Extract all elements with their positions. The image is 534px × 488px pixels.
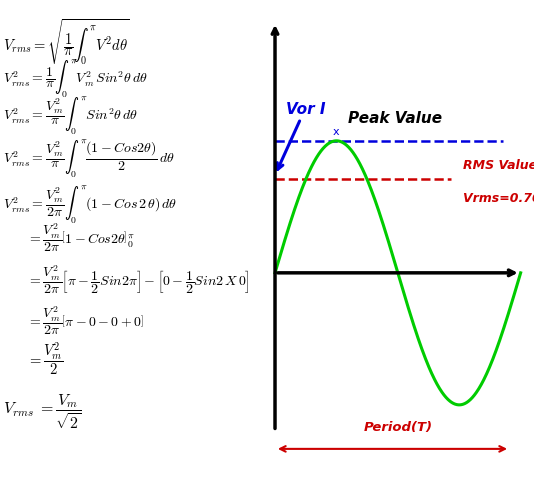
- Text: Vor I: Vor I: [277, 102, 325, 170]
- Text: $= \dfrac{V_m^2}{2}$: $= \dfrac{V_m^2}{2}$: [27, 340, 64, 377]
- Text: $V_{rms}^2 = \dfrac{V_m^2}{\pi}\int_0^{\pi} Sin^2\theta\, d\theta$: $V_{rms}^2 = \dfrac{V_m^2}{\pi}\int_0^{\…: [3, 95, 138, 137]
- Text: RMS Value: RMS Value: [464, 159, 534, 171]
- Text: $V_{rms}\; = \dfrac{V_m}{\sqrt{2}}$: $V_{rms}\; = \dfrac{V_m}{\sqrt{2}}$: [3, 391, 81, 430]
- Text: $= \dfrac{V_m^2}{2\pi}\left[\pi - \dfrac{1}{2}Sin2\pi\right] - \left[0 - \dfrac{: $= \dfrac{V_m^2}{2\pi}\left[\pi - \dfrac…: [27, 263, 250, 295]
- Text: $V_{rms}^2 = \dfrac{V_m^2}{\pi}\int_0^{\pi} \dfrac{(1-Cos2\theta)}{2}\, d\theta$: $V_{rms}^2 = \dfrac{V_m^2}{\pi}\int_0^{\…: [3, 138, 175, 180]
- Text: Vrms=0.707 Vm: Vrms=0.707 Vm: [464, 191, 534, 204]
- Text: $= \dfrac{V_m^2}{2\pi}\left[1 - Cos2\theta\right]_0^{\pi}$: $= \dfrac{V_m^2}{2\pi}\left[1 - Cos2\the…: [27, 221, 135, 253]
- Text: Peak Value: Peak Value: [348, 111, 442, 126]
- Text: x: x: [333, 127, 340, 137]
- Text: $V_{rms}^2 = \dfrac{V_m^2}{2\pi}\int_0^{\pi} (1 - Cos\,2\,\theta)\, d\theta$: $V_{rms}^2 = \dfrac{V_m^2}{2\pi}\int_0^{…: [3, 183, 177, 225]
- Text: $= \dfrac{V_m^2}{2\pi}\left[\pi - 0 - 0 + 0\right]$: $= \dfrac{V_m^2}{2\pi}\left[\pi - 0 - 0 …: [27, 304, 144, 336]
- Text: $V_{rms}^2 = \dfrac{1}{\pi}\int_0^{\pi} V_m^2\, Sin^2\theta\, d\theta$: $V_{rms}^2 = \dfrac{1}{\pi}\int_0^{\pi} …: [3, 58, 147, 100]
- Text: $V_{rms} = \sqrt{\dfrac{1}{\pi}\int_0^{\pi} V^2 d\theta}$: $V_{rms} = \sqrt{\dfrac{1}{\pi}\int_0^{\…: [3, 17, 130, 67]
- Text: Period(T): Period(T): [363, 421, 433, 433]
